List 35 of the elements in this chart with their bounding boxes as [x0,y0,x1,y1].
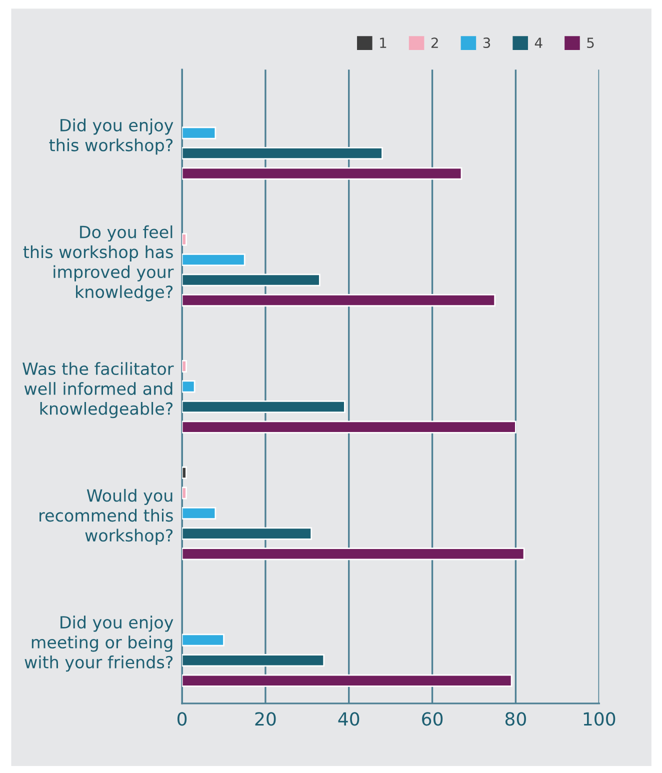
legend-label: 2 [431,38,438,48]
y-tick-label: Did you enjoy this workshop? [49,118,174,155]
bar [182,400,346,414]
bar [182,548,525,560]
x-tick-label: 100 [584,712,616,726]
bar [182,466,187,479]
x-tick-label: 20 [255,712,276,726]
x-tick-label: 60 [422,712,443,726]
bar [182,507,216,520]
y-tick-label: Would you recommend this workshop? [40,488,173,545]
bar [182,274,320,286]
bar [182,674,512,687]
bar [182,126,216,140]
x-tick-label: 0 [177,712,187,726]
legend-label: 3 [483,38,490,48]
bar [182,420,516,434]
x-tick-label: 80 [505,712,526,726]
legend-label: 5 [587,38,594,48]
y-tick-label: Was the facilitator well informed and knowledgeable? [22,362,174,418]
bar [182,253,246,266]
bar [182,634,224,646]
bar [182,486,187,500]
bar [182,360,187,372]
bar [182,527,312,540]
legend-label: 1 [380,38,386,48]
y-tick-label: Do you feel this workshop has improved your knowledge? [23,225,174,302]
bar [182,654,325,667]
legend-label: 4 [534,38,542,48]
bar [182,167,462,180]
bar [182,233,187,246]
bar [182,380,196,393]
bar [182,294,496,307]
bar [182,146,383,160]
y-tick-label: Did you enjoy meeting or being with your friends? [24,616,174,672]
x-tick-label: 40 [338,712,360,726]
